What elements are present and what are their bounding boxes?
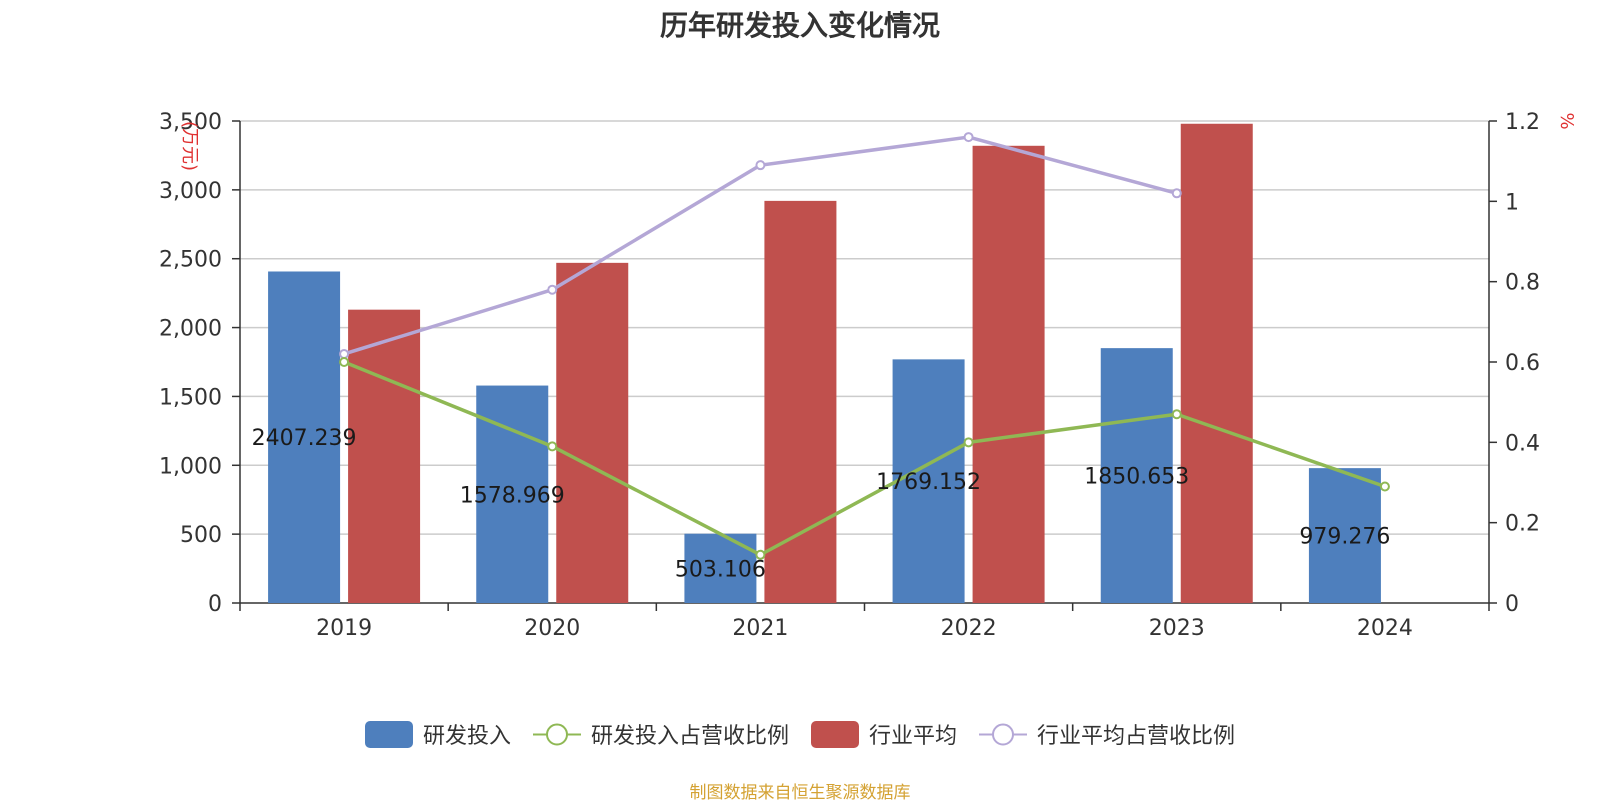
rd-ratio-point <box>963 437 974 448</box>
y-left-tick-label: 2,500 <box>159 248 222 273</box>
rd-ratio-point <box>755 549 766 560</box>
y-right-tick-label: 0 <box>1505 592 1519 617</box>
data-label-rd: 1578.969 <box>460 483 565 508</box>
source-note: 制图数据来自恒生聚源数据库 <box>689 783 911 803</box>
legend-item-rd[interactable]: 研发投入 <box>364 718 511 750</box>
rd-ratio-point <box>1379 481 1390 492</box>
industry-ratio-point <box>1171 188 1182 199</box>
data-label-rd: 503.106 <box>675 557 766 582</box>
y-left-tick-label: 3,500 <box>159 110 222 135</box>
x-tick-label: 2020 <box>524 616 580 641</box>
y-right-tick-label: 0.6 <box>1505 351 1540 376</box>
legend-item-industry-ratio[interactable]: 行业平均占营收比例 <box>979 718 1235 750</box>
data-label-rd: 1850.653 <box>1084 465 1189 490</box>
y-left-tick-label: 500 <box>180 523 222 548</box>
legend-label-industry-ratio: 行业平均占营收比例 <box>1037 724 1236 749</box>
rd-ratio-line <box>343 360 1386 557</box>
y-right-tick-label: 1.2 <box>1505 110 1540 135</box>
y-right-unit-label: % <box>1556 112 1577 129</box>
industry-ratio-point <box>755 160 766 171</box>
data-label-rd: 979.276 <box>1299 525 1390 550</box>
y-right-tick-label: 0.2 <box>1505 512 1540 537</box>
x-tick-label: 2019 <box>316 616 372 641</box>
legend: 研发投入 研发投入占营收比例 行业平均 行业平均占营收比例 <box>0 718 1600 750</box>
legend-swatch-rd-ratio <box>532 723 581 745</box>
bar-rd <box>1100 348 1173 603</box>
rd-ratio-point <box>1171 409 1182 420</box>
legend-item-industry[interactable]: 行业平均 <box>811 718 957 750</box>
legend-label-rd-ratio: 研发投入占营收比例 <box>590 724 789 749</box>
legend-label-rd: 研发投入 <box>422 724 511 749</box>
y-right-tick-label: 0.4 <box>1505 431 1540 456</box>
bar-industry <box>1180 123 1253 604</box>
bar-industry <box>556 262 629 603</box>
y-left-unit-label: (万元) <box>179 121 200 171</box>
bar-rd <box>892 359 965 603</box>
rd-ratio-point <box>547 441 558 452</box>
y-right-tick-label: 0.8 <box>1505 271 1540 296</box>
chart-title: 历年研发投入变化情况 <box>659 9 940 42</box>
y-left-tick-label: 3,000 <box>159 179 222 204</box>
y-left-tick-label: 1,000 <box>159 454 222 479</box>
industry-ratio-point <box>547 284 558 295</box>
legend-item-rd-ratio[interactable]: 研发投入占营收比例 <box>532 718 789 750</box>
bar-rd <box>1308 468 1381 603</box>
legend-swatch-rd <box>364 720 413 748</box>
legend-swatch-industry <box>811 720 859 748</box>
industry-ratio-point <box>339 348 350 359</box>
x-tick-label: 2021 <box>732 616 788 641</box>
bar-industry <box>972 145 1045 603</box>
legend-swatch-industry-ratio <box>979 723 1028 745</box>
legend-label-industry: 行业平均 <box>869 724 958 749</box>
data-label-rd: 1769.152 <box>876 470 981 495</box>
x-tick-label: 2023 <box>1149 616 1205 641</box>
industry-ratio-point <box>963 132 974 143</box>
y-right-tick-label: 1 <box>1505 190 1519 215</box>
bar-industry <box>764 200 837 604</box>
y-left-tick-label: 1,500 <box>159 385 222 410</box>
x-tick-label: 2022 <box>941 616 997 641</box>
bar-rd <box>268 271 341 603</box>
data-label-rd: 2407.239 <box>252 426 357 451</box>
bar-industry <box>348 309 421 603</box>
y-left-tick-label: 0 <box>208 592 222 617</box>
x-tick-label: 2024 <box>1357 616 1413 641</box>
rd-ratio-point <box>339 357 350 367</box>
y-left-tick-label: 2,000 <box>159 317 222 342</box>
